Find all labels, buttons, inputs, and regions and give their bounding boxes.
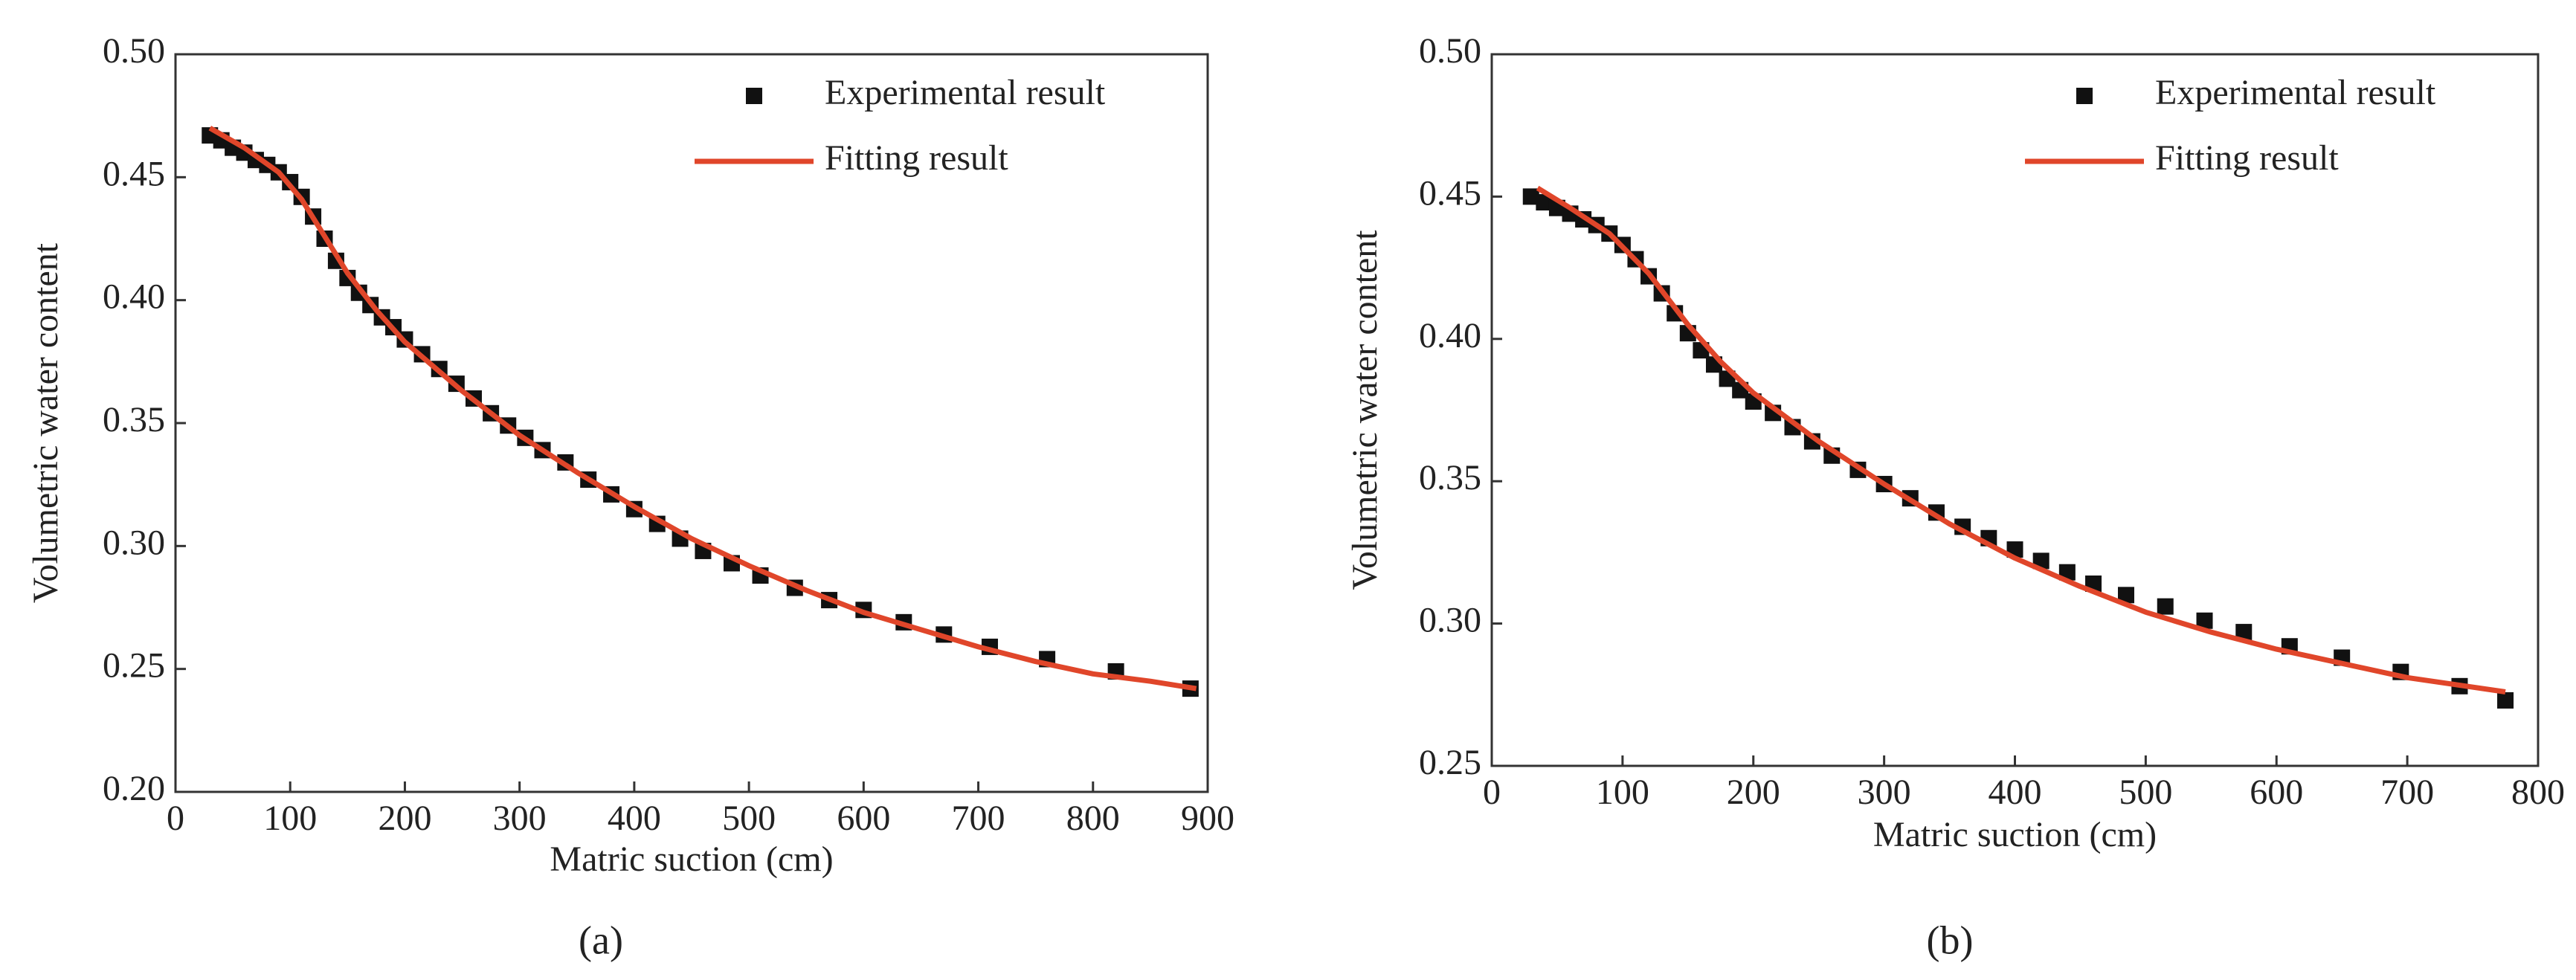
x-tick-label: 500 [2119,773,2172,812]
x-tick-label: 200 [378,799,431,838]
y-axis-label: Volumetric water content [26,242,65,603]
x-tick-label: 0 [1483,773,1501,812]
panel-label: (a) [579,918,623,962]
data-point [1522,188,1539,205]
x-tick-label: 600 [837,799,890,838]
x-tick-label: 100 [263,799,317,838]
x-tick-label: 800 [2511,773,2565,812]
y-tick-label: 0.30 [103,523,165,562]
y-tick-label: 0.35 [103,400,165,439]
y-tick-label: 0.40 [1419,316,1481,355]
y-tick-label: 0.40 [103,277,165,317]
y-tick-label: 0.25 [103,646,165,686]
x-tick-label: 400 [1989,773,2042,812]
x-tick-label: 500 [722,799,776,838]
legend-label: Experimental result [2155,73,2436,112]
y-tick-label: 0.45 [1419,173,1481,213]
x-tick-label: 800 [1066,799,1120,838]
data-point [2157,598,2174,615]
legend-label: Experimental result [825,73,1106,112]
y-tick-label: 0.35 [1419,458,1481,497]
y-tick-label: 0.50 [103,31,165,71]
legend-label: Fitting result [2155,138,2339,178]
y-tick-label: 0.50 [1419,31,1481,71]
x-tick-label: 700 [952,799,1005,838]
x-tick-label: 600 [2250,773,2303,812]
x-tick-label: 400 [608,799,661,838]
fit-line [208,126,1197,692]
x-axis-label: Matric suction (cm) [550,839,833,879]
plot-frame [174,53,1209,793]
y-axis-label: Volumetric water content [1345,230,1385,590]
panel-label: (b) [1927,918,1974,962]
y-tick-label: 0.20 [103,769,165,808]
x-tick-label: 300 [493,799,547,838]
x-tick-label: 100 [1596,773,1649,812]
data-point [2497,692,2514,709]
x-tick-label: 0 [167,799,184,838]
data-point [2117,587,2134,604]
data-point [1536,194,1553,211]
y-tick-label: 0.30 [1419,601,1481,640]
x-tick-label: 700 [2380,773,2434,812]
plot-frame [1490,53,2540,767]
x-tick-label: 200 [1727,773,1780,812]
data-point [2196,612,2213,629]
y-tick-label: 0.45 [103,154,165,193]
legend-marker [746,88,762,104]
x-tick-label: 900 [1181,799,1234,838]
data-point [2235,624,2253,641]
x-axis-label: Matric suction (cm) [1873,815,2157,854]
legend-marker [2076,88,2093,104]
legend-label: Fitting result [825,138,1008,178]
y-tick-label: 0.25 [1419,743,1481,782]
fit-line [1536,185,2506,694]
x-tick-label: 300 [1858,773,1911,812]
